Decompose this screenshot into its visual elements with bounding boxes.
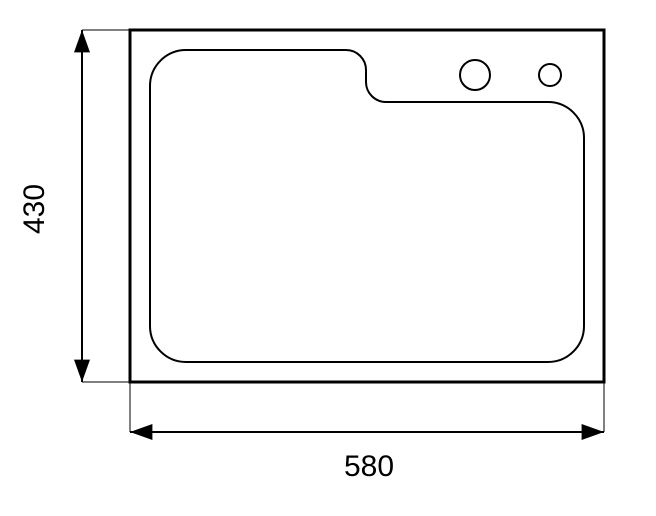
- sink-basin-outline: [150, 50, 584, 362]
- technical-drawing: 430 580: [0, 0, 656, 516]
- tap-hole-large: [460, 60, 490, 90]
- tap-hole-small: [539, 64, 561, 86]
- width-dimension-label: 580: [344, 450, 394, 484]
- height-dimension-label: 430: [18, 184, 52, 234]
